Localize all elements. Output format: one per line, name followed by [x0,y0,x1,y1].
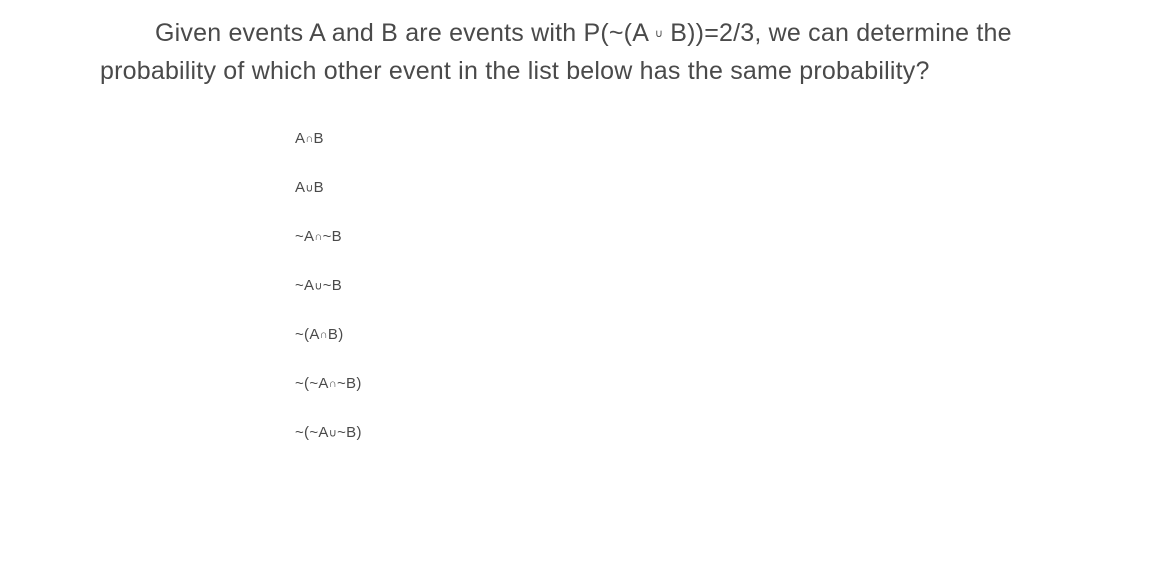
option-1[interactable]: A∩B [295,130,1067,147]
option-3[interactable]: ~A∩~B [295,228,1067,245]
question-prompt: Given events A and B are events with P(~… [100,15,1067,90]
option-2[interactable]: A∪B [295,179,1067,196]
option-5[interactable]: ~(A∩B) [295,326,1067,343]
union-symbol: ∪ [655,28,663,40]
options-list: A∩B A∪B ~A∩~B ~A∪~B ~(A∩B) ~(~A∩~B) ~(~A… [295,130,1067,441]
option-7[interactable]: ~(~A∪~B) [295,424,1067,441]
option-6[interactable]: ~(~A∩~B) [295,375,1067,392]
option-4[interactable]: ~A∪~B [295,277,1067,294]
question-part1: Given events A and B are events with P(~… [155,19,655,47]
